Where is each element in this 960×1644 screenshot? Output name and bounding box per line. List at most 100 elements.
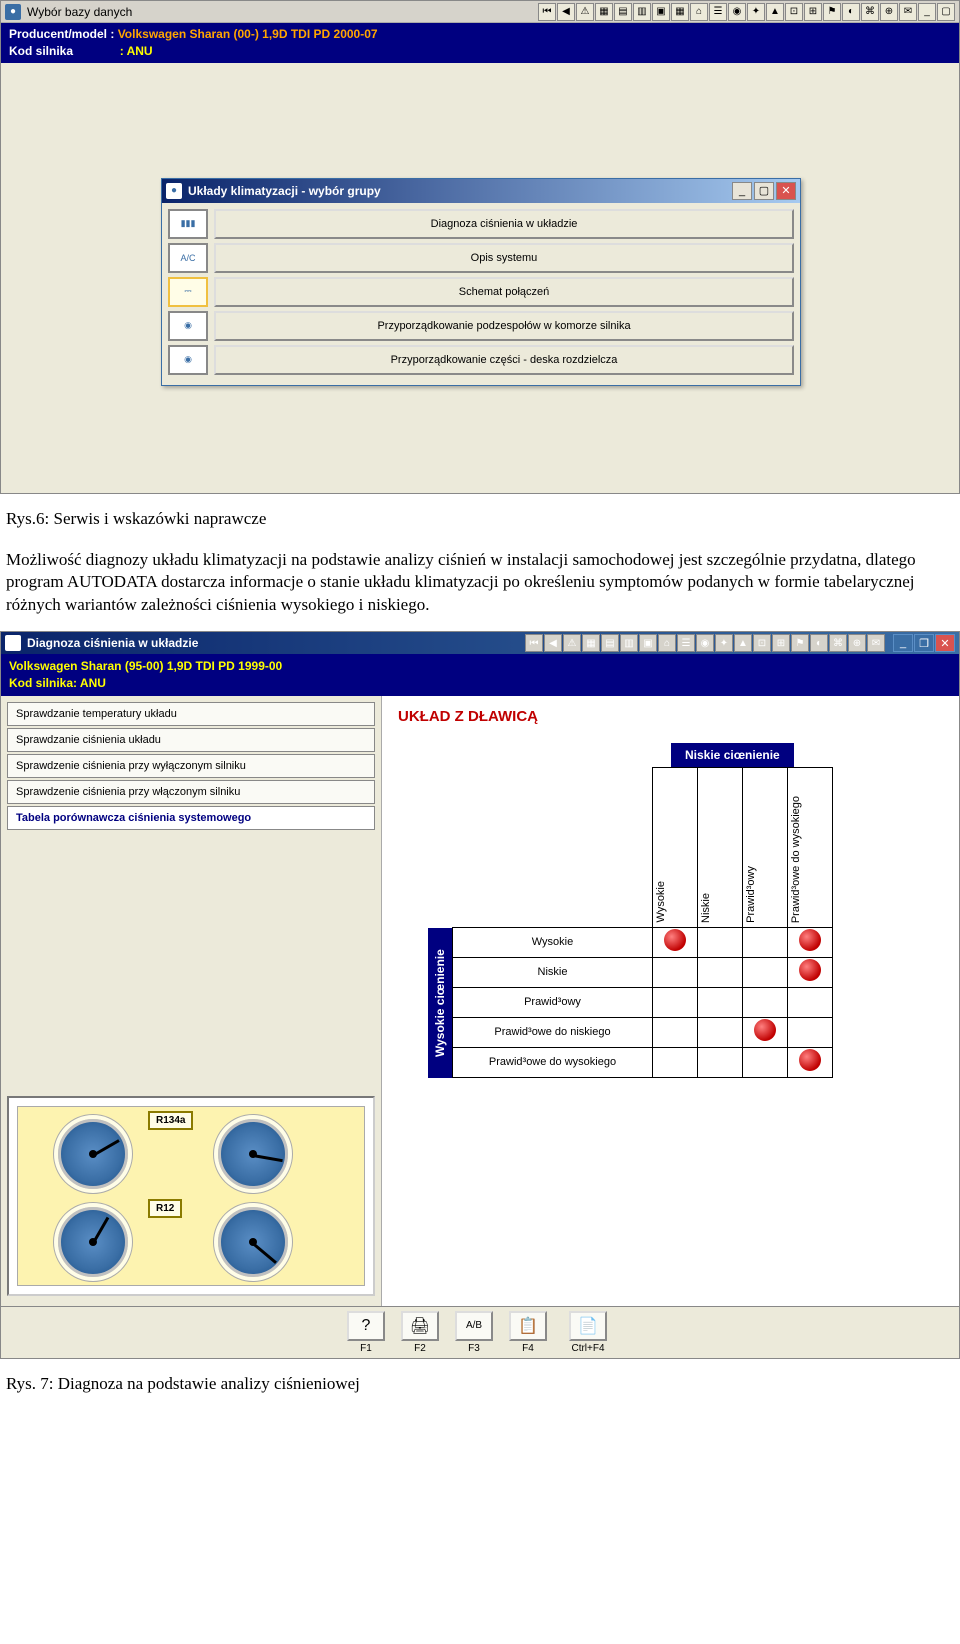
tool-icon[interactable]: ⚑ [823,3,841,21]
tool-icon[interactable]: ▲ [766,3,784,21]
matrix-cell[interactable] [743,987,788,1017]
f3-toggle[interactable]: A/B F3 [450,1311,498,1354]
pressure-window-body: Sprawdzanie temperatury układu Sprawdzan… [1,696,959,1306]
toggle-icon: A/B [455,1311,493,1341]
check-pressure-engine-on[interactable]: Sprawdzenie ciśnienia przy włączonym sil… [7,780,375,804]
matrix-cell[interactable] [743,1047,788,1077]
f1-help[interactable]: ? F1 [342,1311,390,1354]
minimize-icon[interactable]: _ [918,3,936,21]
matrix-cell[interactable] [788,957,833,987]
tool-icon[interactable]: ▣ [639,634,657,652]
tool-icon[interactable]: ✦ [747,3,765,21]
matrix-cell[interactable] [743,1017,788,1047]
tool-icon[interactable]: ▤ [614,3,632,21]
tool-icon[interactable]: ⌘ [861,3,879,21]
wiring-diagram-button[interactable]: Schemat połączeń [214,277,794,307]
tool-icon[interactable]: ⊡ [785,3,803,21]
check-pressure[interactable]: Sprawdzanie ciśnienia układu [7,728,375,752]
fkey-label: F2 [396,1343,444,1354]
warning-icon[interactable]: ⚠ [576,3,594,21]
tool-icon[interactable]: ◉ [696,634,714,652]
nav-prev-icon[interactable]: ◀ [557,3,575,21]
tool-icon[interactable]: ⌂ [690,3,708,21]
tool-icon[interactable]: ▣ [652,3,670,21]
matrix-cell[interactable] [698,927,743,957]
matrix-cell[interactable] [698,1047,743,1077]
matrix-cell[interactable] [653,1017,698,1047]
pressure-comparison-table[interactable]: Tabela porównawcza ciśnienia systemowego [7,806,375,830]
tool-icon[interactable]: ✦ [715,634,733,652]
tool-icon[interactable]: ⌘ [829,634,847,652]
tool-icon[interactable]: ▦ [582,634,600,652]
matrix-cell[interactable] [698,957,743,987]
dashboard-button[interactable]: Przyporządkowanie części - deska rozdzie… [214,345,794,375]
matrix-cell[interactable] [788,1017,833,1047]
dashboard-icon: ◉ [168,345,208,375]
tool-icon[interactable]: ☰ [709,3,727,21]
nav-prev-icon[interactable]: ◀ [544,634,562,652]
f4-clipboard[interactable]: 📋 F4 [504,1311,552,1354]
tool-icon[interactable]: ☰ [677,634,695,652]
matrix-cell[interactable] [698,1017,743,1047]
high-pressure-axis-label: Wysokie ciœnienie [428,928,452,1078]
db-window-titlebar[interactable]: ● Wybór bazy danych ⏮ ◀ ⚠ ▦ ▤ ▥ ▣ ▦ ⌂ ☰ … [1,1,959,23]
matrix-cell[interactable] [788,987,833,1017]
tool-icon[interactable]: ◐ [842,3,860,21]
matrix-cell[interactable] [653,1047,698,1077]
maximize-icon[interactable]: ▢ [937,3,955,21]
pressure-window-titlebar[interactable]: Diagnoza ciśnienia w układzie ⏮ ◀ ⚠ ▦ ▤ … [1,632,959,654]
matrix-cell[interactable] [653,927,698,957]
tool-icon[interactable]: ⊞ [772,634,790,652]
app-icon [5,635,21,651]
dialog-titlebar[interactable]: ● Układy klimatyzacji - wybór grupy _ ▢ … [162,179,800,203]
matrix-cell[interactable] [743,927,788,957]
tool-icon[interactable]: ◐ [810,634,828,652]
print-icon: 🖨 [401,1311,439,1341]
matrix-row: Niskie [453,957,833,987]
indicator-dot [754,1019,776,1041]
tool-icon[interactable]: ▤ [601,634,619,652]
tool-icon[interactable]: ▦ [671,3,689,21]
tool-icon[interactable]: ▥ [633,3,651,21]
matrix-cell[interactable] [653,987,698,1017]
matrix-cell[interactable] [653,957,698,987]
tool-icon[interactable]: ⌂ [658,634,676,652]
minimize-button[interactable]: _ [732,182,752,200]
nav-first-icon[interactable]: ⏮ [538,3,556,21]
dialog-icon: ● [166,183,182,199]
matrix-cell[interactable] [788,927,833,957]
check-temperature[interactable]: Sprawdzanie temperatury układu [7,702,375,726]
warning-icon[interactable]: ⚠ [563,634,581,652]
close-button[interactable]: ✕ [776,182,796,200]
tool-icon[interactable]: ⚑ [791,634,809,652]
system-desc-button[interactable]: Opis systemu [214,243,794,273]
nav-first-icon[interactable]: ⏮ [525,634,543,652]
engine-bay-button[interactable]: Przyporządkowanie podzespołów w komorze … [214,311,794,341]
tool-icon[interactable]: ▲ [734,634,752,652]
tool-icon[interactable]: ◉ [728,3,746,21]
matrix-cell[interactable] [743,957,788,987]
ctrl-f4-notes[interactable]: 📄 Ctrl+F4 [558,1311,618,1354]
tool-icon[interactable]: ✉ [867,634,885,652]
tool-icon[interactable]: ▥ [620,634,638,652]
restore-button[interactable]: ❐ [914,634,934,652]
dialog-body: ▮▮▮ Diagnoza ciśnienia w układzie A/C Op… [162,203,800,385]
refrigerant-r134a-label: R134a [148,1111,193,1130]
f2-print[interactable]: 🖨 F2 [396,1311,444,1354]
matrix-cell[interactable] [788,1047,833,1077]
close-button[interactable]: ✕ [935,634,955,652]
gauge-high-r134a [218,1119,288,1189]
matrix-cell[interactable] [698,987,743,1017]
gauge-low-r134a [58,1119,128,1189]
check-pressure-engine-off[interactable]: Sprawdzenie ciśnienia przy wyłączonym si… [7,754,375,778]
maximize-button[interactable]: ▢ [754,182,774,200]
tool-icon[interactable]: ✉ [899,3,917,21]
tool-icon[interactable]: ⊕ [880,3,898,21]
body-paragraph: Możliwość diagnozy układu klimatyzacji n… [0,545,960,632]
tool-icon[interactable]: ▦ [595,3,613,21]
minimize-button[interactable]: _ [893,634,913,652]
tool-icon[interactable]: ⊡ [753,634,771,652]
tool-icon[interactable]: ⊞ [804,3,822,21]
pressure-diag-button[interactable]: Diagnoza ciśnienia w układzie [214,209,794,239]
tool-icon[interactable]: ⊕ [848,634,866,652]
